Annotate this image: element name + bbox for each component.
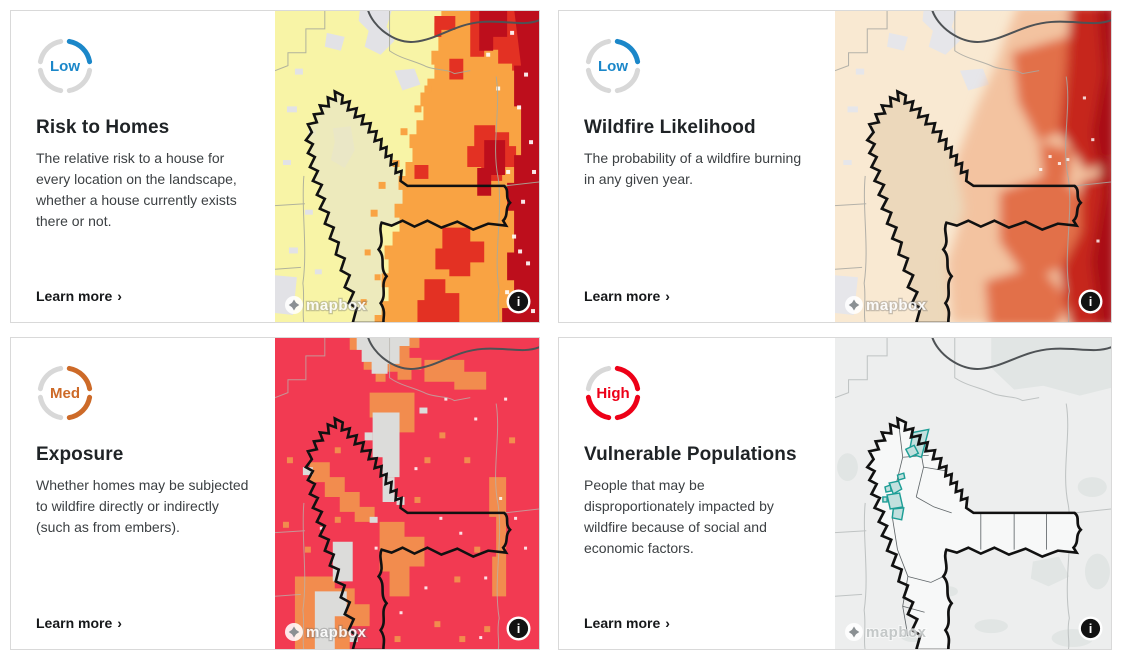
risk-level-label: Low (50, 57, 80, 75)
card-description: Whether homes may be subjected to wildfi… (36, 477, 249, 535)
learn-more-label: Learn more (584, 615, 661, 631)
card-text-panel: Low Wildfire Likelihood The probability … (559, 11, 835, 322)
map-canvas (275, 338, 539, 649)
svg-text:mapbox: mapbox (866, 297, 927, 314)
map-exposure[interactable]: mapbox i (275, 338, 539, 649)
card-exposure: Med Exposure Whether homes may be subjec… (10, 337, 540, 650)
gauge-ring (585, 38, 641, 94)
info-icon: i (1089, 621, 1093, 636)
chevron-right-icon: › (665, 288, 670, 304)
map-white-dots (1039, 96, 1100, 243)
card-text-panel: Med Exposure Whether homes may be subjec… (11, 338, 275, 649)
map-vulnerable-populations[interactable]: mapbox i (835, 338, 1111, 649)
card-description: The relative risk to a house for every l… (36, 150, 237, 229)
svg-text:mapbox: mapbox (866, 624, 927, 641)
chevron-right-icon: › (117, 615, 122, 631)
learn-more-link[interactable]: Learn more › (36, 288, 122, 304)
risk-level-label: Med (50, 384, 80, 402)
mapbox-logo[interactable]: mapbox (844, 622, 928, 642)
mapbox-logo[interactable]: mapbox (844, 295, 928, 315)
risk-level-gauge: Low (584, 37, 642, 95)
map-canvas (835, 338, 1111, 649)
chevron-right-icon: › (117, 288, 122, 304)
info-icon: i (517, 621, 521, 636)
learn-more-label: Learn more (36, 288, 113, 304)
info-icon: i (1089, 294, 1093, 309)
risk-level-gauge: Med (36, 364, 94, 422)
svg-text:mapbox: mapbox (306, 297, 367, 314)
mapbox-logo[interactable]: mapbox (284, 295, 368, 315)
card-title: Exposure (36, 444, 124, 465)
map-canvas (835, 11, 1111, 322)
card-risk-to-homes: Low Risk to Homes The relative risk to a… (10, 10, 540, 323)
map-info-button[interactable]: i (506, 616, 531, 641)
card-wildfire-likelihood: Low Wildfire Likelihood The probability … (558, 10, 1112, 323)
learn-more-link[interactable]: Learn more › (584, 288, 670, 304)
risk-level-gauge: Low (36, 37, 94, 95)
learn-more-link[interactable]: Learn more › (584, 615, 670, 631)
map-wildfire-likelihood[interactable]: mapbox i (835, 11, 1111, 322)
gauge-ring (37, 365, 93, 421)
map-info-button[interactable]: i (1078, 289, 1103, 314)
gauge-ring (585, 365, 641, 421)
learn-more-label: Learn more (36, 615, 113, 631)
chevron-right-icon: › (665, 615, 670, 631)
risk-level-label: Low (598, 57, 628, 75)
map-risk-to-homes[interactable]: mapbox i (275, 11, 539, 322)
card-text-panel: Low Risk to Homes The relative risk to a… (11, 11, 275, 322)
card-title: Wildfire Likelihood (584, 117, 756, 138)
learn-more-link[interactable]: Learn more › (36, 615, 122, 631)
info-icon: i (517, 294, 521, 309)
map-white-dots (319, 397, 528, 640)
risk-level-gauge: High (584, 364, 642, 422)
map-heat-smooth (947, 11, 1111, 322)
card-text-panel: High Vulnerable Populations People that … (559, 338, 835, 649)
map-info-button[interactable]: i (1078, 616, 1103, 641)
card-title: Risk to Homes (36, 117, 170, 138)
mapbox-logo[interactable]: mapbox (284, 622, 368, 642)
risk-level-label: High (596, 384, 630, 402)
map-white-dots (486, 30, 537, 314)
card-vulnerable-populations: High Vulnerable Populations People that … (558, 337, 1112, 650)
map-canvas (275, 11, 539, 322)
map-info-button[interactable]: i (506, 289, 531, 314)
card-title: Vulnerable Populations (584, 444, 797, 465)
card-description: People that may be disproportionately im… (584, 477, 774, 556)
learn-more-label: Learn more (584, 288, 661, 304)
svg-text:mapbox: mapbox (306, 624, 367, 641)
card-description: The probability of a wildfire burning in… (584, 150, 802, 187)
gauge-ring (37, 38, 93, 94)
